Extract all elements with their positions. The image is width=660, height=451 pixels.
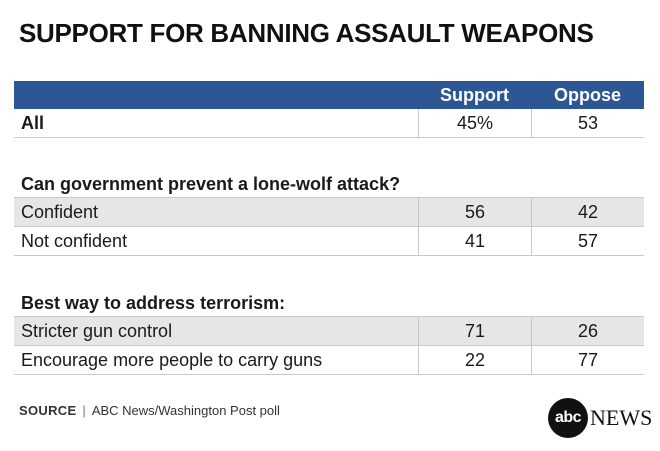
abc-logo-icon: abc — [548, 398, 588, 438]
column-header-oppose: Oppose — [553, 85, 621, 105]
table-row: Encourage more people to carry guns 22 7… — [14, 346, 644, 375]
support-value: 71 — [418, 317, 531, 345]
table-row: Confident 56 42 — [14, 198, 644, 227]
source-text: ABC News/Washington Post poll — [91, 403, 280, 418]
abc-news-logo: abc NEWS — [548, 398, 652, 438]
divider — [14, 316, 644, 317]
support-value: 22 — [418, 346, 531, 374]
table-header: Support Oppose — [14, 81, 644, 109]
source-note: SOURCE | ABC News/Washington Post poll — [19, 403, 280, 418]
table-row: All 45% 53 — [14, 109, 644, 138]
oppose-value: 53 — [531, 109, 644, 137]
source-separator: | — [82, 403, 86, 418]
support-value: 56 — [418, 198, 531, 226]
section-heading: Can government prevent a lone-wolf attac… — [21, 174, 401, 194]
chart-title: SUPPORT FOR BANNING ASSAULT WEAPONS — [19, 18, 594, 48]
row-label: Confident — [21, 202, 99, 222]
oppose-value: 57 — [531, 227, 644, 255]
row-label: All — [21, 113, 45, 133]
divider — [14, 197, 644, 198]
source-label: SOURCE — [19, 403, 77, 418]
row-label: Encourage more people to carry guns — [21, 350, 323, 370]
row-label: Not confident — [21, 231, 128, 251]
row-label: Stricter gun control — [21, 321, 173, 341]
table-row: Not confident 41 57 — [14, 227, 644, 256]
column-header-support: Support — [440, 85, 509, 105]
oppose-value: 77 — [531, 346, 644, 374]
oppose-value: 42 — [531, 198, 644, 226]
oppose-value: 26 — [531, 317, 644, 345]
support-value: 41 — [418, 227, 531, 255]
logo-wordmark: NEWS — [590, 405, 653, 430]
table-row: Stricter gun control 71 26 — [14, 317, 644, 346]
support-value: 45% — [418, 109, 531, 137]
section-heading: Best way to address terrorism: — [21, 293, 286, 313]
